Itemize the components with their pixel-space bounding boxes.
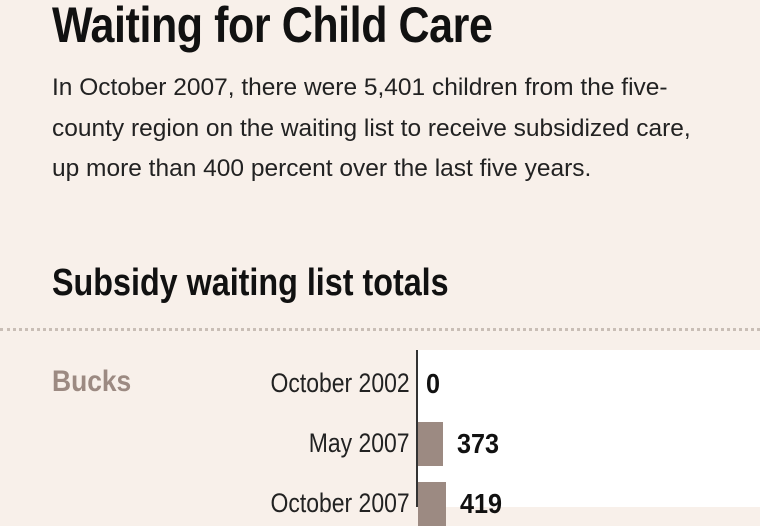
bar-row: October 2002 0 [0,362,760,406]
value-label: 419 [460,488,503,519]
chart-panel [418,350,760,507]
bar [418,482,447,526]
bar-row: May 2007 373 [0,422,760,466]
intro-text: In October 2007, there were 5,401 childr… [52,74,691,183]
category-label: May 2007 [309,428,410,458]
value-label: 0 [426,368,441,399]
category-label: October 2002 [270,368,410,398]
category-label: October 2007 [270,488,410,518]
divider [0,328,760,331]
chart-axis [416,350,418,507]
bar-row: October 2007 419 [0,482,760,526]
county-label: Bucks [52,365,132,398]
page-title: Waiting for Child Care [52,0,493,53]
value-label: 373 [457,428,500,459]
bar [418,422,443,466]
chart-title: Subsidy waiting list totals [52,262,449,304]
